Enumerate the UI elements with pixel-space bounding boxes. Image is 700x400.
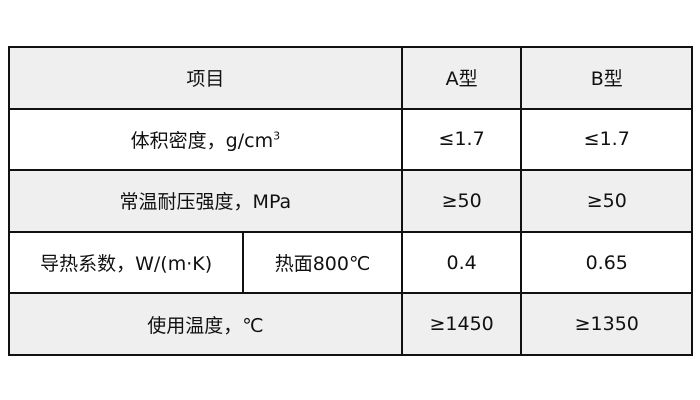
value-b: ≥50 — [520, 169, 693, 233]
row-subitem: 热面800℃ — [242, 230, 403, 295]
value-a: ≥50 — [400, 169, 523, 233]
properties-table: 项目 A型 B型 体积密度，g/cm3 ≤1.7 ≤1.7 常温耐压强度，MPa… — [7, 46, 693, 356]
table-row: 使用温度，℃ ≥1450 ≥1350 — [8, 292, 693, 356]
header-type-b: B型 — [520, 46, 693, 110]
row-item: 常温耐压强度，MPa — [8, 169, 403, 233]
row-item: 使用温度，℃ — [8, 292, 403, 356]
row-item: 导热系数，W/(m·K) — [7, 230, 245, 295]
header-row: 项目 A型 B型 — [8, 46, 693, 110]
table-row: 常温耐压强度，MPa ≥50 ≥50 — [8, 169, 693, 233]
header-type-a: A型 — [400, 46, 523, 110]
table-row: 体积密度，g/cm3 ≤1.7 ≤1.7 — [8, 107, 693, 172]
header-item: 项目 — [8, 46, 403, 110]
value-a: ≤1.7 — [400, 107, 523, 172]
value-b: 0.65 — [520, 230, 693, 295]
value-a: ≥1450 — [400, 292, 523, 356]
value-b: ≤1.7 — [520, 107, 693, 172]
value-b: ≥1350 — [520, 292, 693, 356]
row-item: 体积密度，g/cm3 — [8, 107, 403, 172]
value-a: 0.4 — [400, 230, 523, 295]
table-row: 导热系数，W/(m·K) 热面800℃ 0.4 0.65 — [7, 230, 693, 295]
